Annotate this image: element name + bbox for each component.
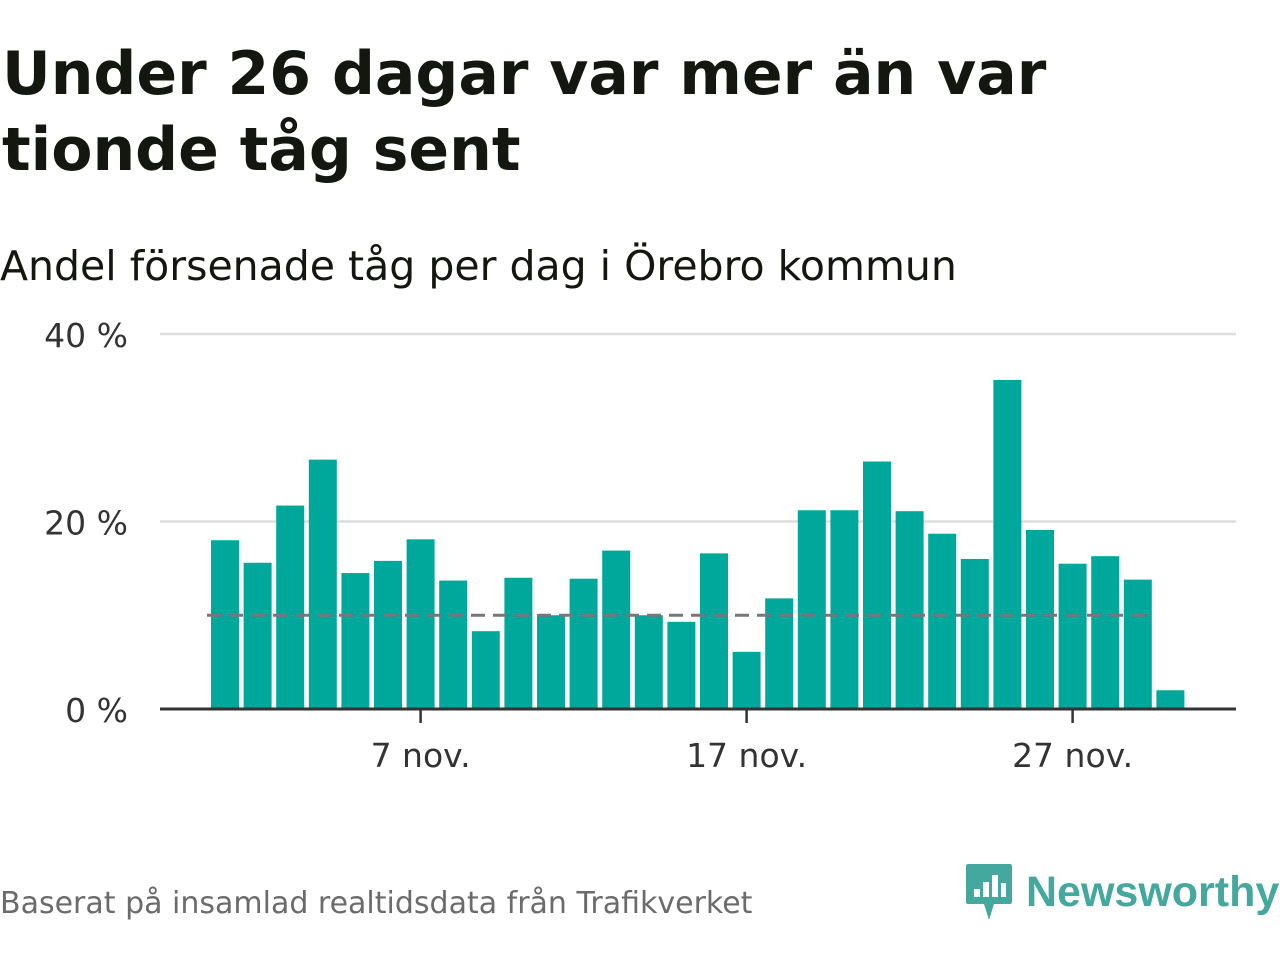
bar: [602, 550, 631, 709]
bar: [471, 631, 500, 709]
bar: [830, 510, 859, 709]
bar: [667, 621, 696, 709]
bar: [928, 533, 957, 709]
grid-lines: [160, 332, 1236, 523]
x-tick-label: 17 nov.: [686, 736, 807, 775]
source-note: Baserat på insamlad realtidsdata från Tr…: [0, 886, 753, 921]
chart-subtitle: Andel försenade tåg per dag i Örebro kom…: [0, 242, 957, 290]
bar: [569, 578, 598, 709]
bar: [1026, 529, 1054, 709]
y-tick-label: 20 %: [44, 504, 128, 543]
y-tick-label: 0 %: [65, 691, 128, 730]
bar: [765, 598, 794, 709]
bar: [700, 553, 728, 709]
bar: [1123, 579, 1152, 709]
newsworthy-logo-icon: [966, 864, 1012, 920]
bar: [276, 505, 305, 709]
chart-title: Under 26 dagar var mer än var tionde tåg…: [2, 39, 1047, 185]
brand-logo: Newsworthy: [964, 862, 1279, 922]
brand-name: Newsworthy: [1026, 867, 1280, 916]
bar: [341, 573, 370, 709]
bar: [960, 559, 989, 709]
bar: [732, 651, 761, 709]
bar: [895, 511, 924, 709]
x-tick-label: 27 nov.: [1012, 736, 1133, 775]
bar: [374, 560, 402, 709]
bar: [993, 379, 1022, 709]
bar: [439, 580, 468, 709]
y-tick-label: 40 %: [44, 316, 128, 355]
bar: [1058, 563, 1087, 709]
bar: [504, 577, 533, 709]
bar: [211, 540, 239, 709]
bar: [863, 461, 891, 709]
bar: [537, 615, 565, 709]
bar: [406, 539, 435, 709]
bar: [1091, 556, 1120, 709]
axes: 0 % 20 % 40 % 7 nov. 17 nov. 27 nov.: [44, 316, 1236, 775]
bar: [308, 459, 337, 709]
bar-chart: 0 % 20 % 40 % 7 nov. 17 nov. 27 nov.: [44, 316, 1236, 775]
bar: [243, 562, 272, 709]
bar: [1156, 690, 1185, 709]
bar: [797, 510, 826, 709]
bars: [211, 379, 1185, 709]
x-tick-label: 7 nov.: [371, 736, 471, 775]
bar: [634, 615, 663, 709]
